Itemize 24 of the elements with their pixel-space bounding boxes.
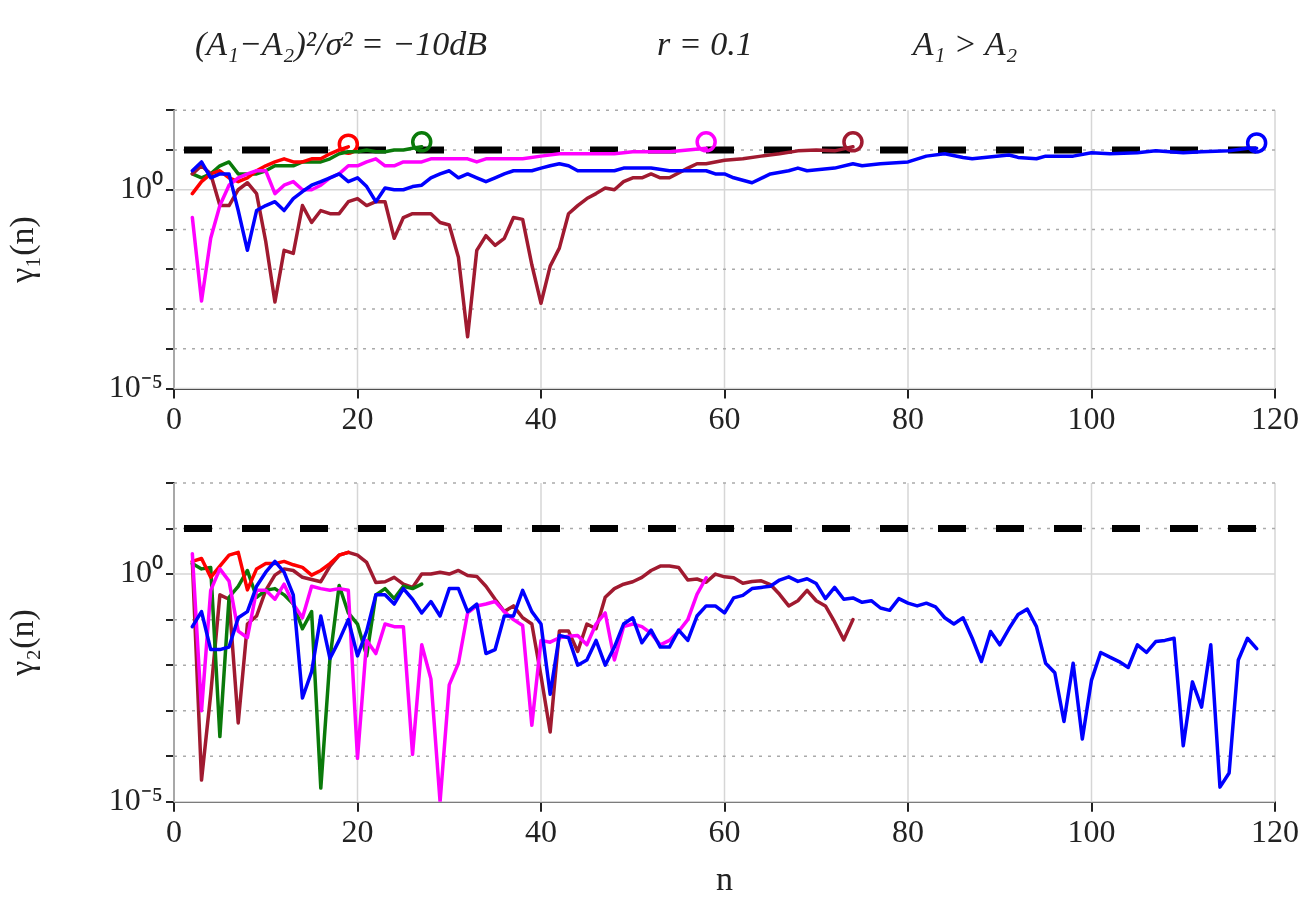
x-tick-label: 20 bbox=[341, 400, 374, 437]
y-tick-label: 10⁻⁵ bbox=[108, 368, 163, 405]
y-tick-label: 10⁰ bbox=[120, 169, 163, 206]
y-tick-label: 10⁻⁵ bbox=[108, 781, 163, 818]
text: r = 0.1 bbox=[657, 25, 753, 63]
x-tick-label: 60 bbox=[708, 813, 741, 850]
x-tick-label: 40 bbox=[525, 813, 557, 850]
x-tick-label: 40 bbox=[525, 400, 557, 437]
x-tick-label: 80 bbox=[892, 400, 924, 437]
x-tick-label: 120 bbox=[1251, 400, 1299, 437]
x-tick-label: 20 bbox=[341, 813, 374, 850]
text: (A₁−A₂)²/σ² = −10dB bbox=[195, 25, 488, 63]
x-axis-title: n bbox=[716, 859, 733, 897]
x-tick-label: 60 bbox=[708, 400, 741, 437]
x-tick-label: 120 bbox=[1251, 813, 1299, 850]
x-tick-label: 0 bbox=[166, 813, 182, 850]
x-tick-label: 0 bbox=[166, 400, 182, 437]
y-tick-label: 10⁰ bbox=[120, 553, 163, 590]
x-tick-label: 100 bbox=[1067, 400, 1116, 437]
y-axis-title: γ₁(n) bbox=[3, 216, 42, 284]
y-axis-title: γ₂(n) bbox=[3, 609, 42, 677]
x-tick-label: 100 bbox=[1067, 813, 1116, 850]
x-tick-label: 80 bbox=[892, 813, 924, 850]
text: A₁ > A₂ bbox=[912, 25, 1018, 63]
